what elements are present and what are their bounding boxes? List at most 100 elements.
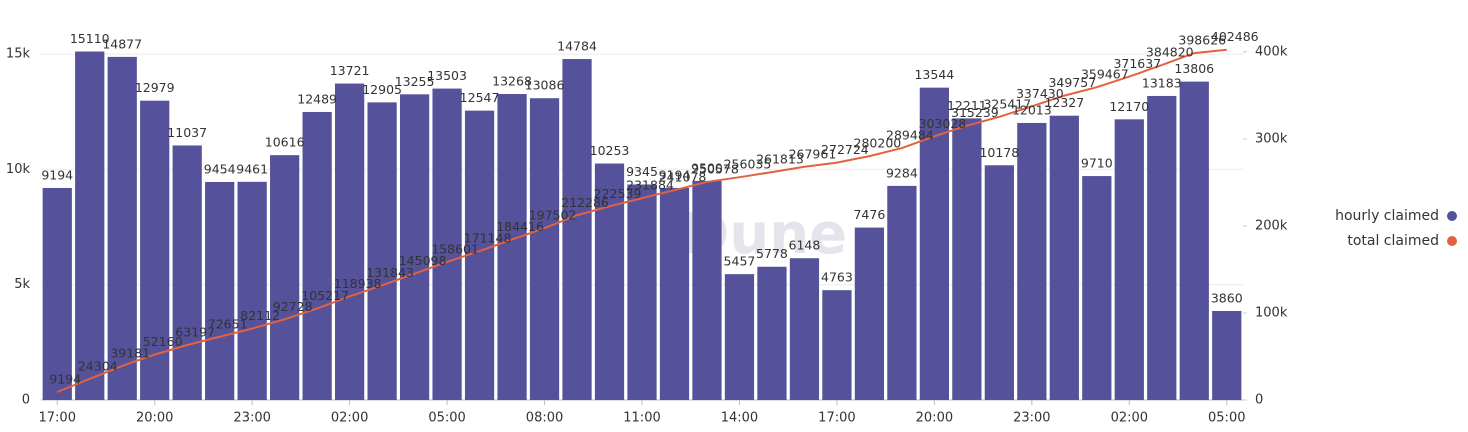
bar: [75, 51, 105, 400]
data-label: 256035: [724, 157, 772, 172]
y2-tick-label: 100k: [1255, 305, 1288, 320]
bar: [692, 180, 722, 400]
data-label: 12979: [135, 80, 175, 95]
data-label: 24304: [78, 358, 118, 373]
bar: [1049, 115, 1079, 401]
data-label: 9194: [49, 371, 81, 386]
bar: [1147, 95, 1177, 400]
data-label: 158601: [431, 241, 479, 256]
data-label: 13544: [914, 67, 954, 82]
data-label: 5457: [724, 254, 756, 269]
data-label: 241078: [659, 170, 707, 185]
data-label: 303028: [919, 116, 967, 131]
data-label: 10253: [590, 143, 630, 158]
data-label: 337430: [1016, 86, 1064, 101]
data-label: 371637: [1113, 56, 1161, 71]
data-label: 12905: [362, 82, 402, 97]
y-tick-label: 0: [22, 393, 30, 408]
data-label: 272724: [821, 142, 869, 157]
data-label: 9345: [626, 164, 658, 179]
bar: [1017, 122, 1047, 400]
data-label: 12013: [1012, 102, 1052, 117]
x-tick-label: 23:00: [233, 411, 270, 426]
data-label: 9284: [886, 165, 918, 180]
data-label: 82112: [240, 308, 280, 323]
data-label: 15110: [70, 31, 110, 46]
data-label: 184416: [496, 219, 544, 234]
data-label: 92728: [273, 299, 313, 314]
bar: [724, 274, 755, 400]
data-label: 384820: [1146, 45, 1194, 60]
data-label: 9500: [691, 160, 723, 175]
data-label: 222539: [594, 186, 642, 201]
data-label: 131843: [366, 265, 414, 280]
data-label: 145098: [399, 253, 447, 268]
bar: [107, 56, 137, 400]
data-label: 14784: [557, 39, 597, 54]
x-tick-label: 20:00: [916, 411, 953, 426]
bar: [140, 100, 170, 400]
y2-tick-label: 0: [1255, 393, 1263, 408]
data-label: 349757: [1048, 75, 1096, 90]
data-label: 9454: [204, 161, 236, 176]
data-label: 11037: [167, 125, 207, 140]
data-label: 9194: [41, 167, 73, 182]
y-tick-label: 10k: [6, 162, 31, 177]
x-tick-label: 05:00: [1208, 411, 1245, 426]
data-label: 7476: [853, 207, 885, 222]
data-label: 10616: [265, 135, 305, 150]
data-label: 5778: [756, 246, 788, 261]
data-label: 52160: [143, 334, 183, 349]
bar: [237, 181, 267, 400]
data-label: 12327: [1044, 95, 1084, 110]
bar: [497, 94, 527, 401]
data-label: 72651: [208, 316, 248, 331]
legend-label: total claimed: [1347, 233, 1439, 249]
x-tick-label: 11:00: [623, 411, 660, 426]
data-label: 250578: [691, 161, 739, 176]
data-label: 13183: [1142, 75, 1182, 90]
data-label: 171148: [464, 231, 512, 246]
data-label: 9461: [236, 161, 268, 176]
data-label: 14877: [102, 36, 142, 51]
bar: [529, 98, 560, 400]
data-label: 261813: [756, 152, 804, 167]
bar: [659, 187, 690, 400]
data-label: 13255: [395, 74, 435, 89]
data-label: 280200: [854, 136, 902, 151]
data-label: 13268: [492, 74, 532, 89]
data-label: 6148: [789, 238, 821, 253]
legend-marker: [1447, 211, 1457, 221]
data-label: 12211: [947, 98, 987, 113]
bar: [42, 187, 72, 400]
data-label: 12170: [1109, 99, 1149, 114]
data-label: 63197: [175, 325, 215, 340]
bar: [1082, 176, 1112, 400]
bar: [952, 118, 982, 400]
bar: [367, 102, 397, 400]
x-tick-label: 08:00: [526, 411, 563, 426]
bar: [172, 145, 202, 400]
x-tick-label: 05:00: [428, 411, 465, 426]
bar: [757, 266, 787, 400]
bar: [887, 185, 917, 400]
data-label: 12547: [460, 90, 500, 105]
bar: [432, 88, 462, 400]
bar: [205, 181, 235, 400]
legend-marker: [1447, 236, 1457, 246]
bar: [302, 111, 332, 400]
bar: [399, 94, 430, 400]
data-label: 398626: [1178, 33, 1226, 48]
data-label: 10178: [979, 145, 1019, 160]
data-label: 39181: [110, 345, 150, 360]
y2-tick-label: 200k: [1255, 218, 1288, 233]
bar: [270, 155, 300, 400]
data-label: 9194: [659, 167, 691, 182]
data-label: 118938: [334, 276, 382, 291]
data-label: 3860: [1211, 290, 1243, 305]
data-label: 289484: [886, 128, 934, 143]
data-label: 105217: [301, 288, 349, 303]
y-tick-label: 5k: [14, 277, 30, 292]
